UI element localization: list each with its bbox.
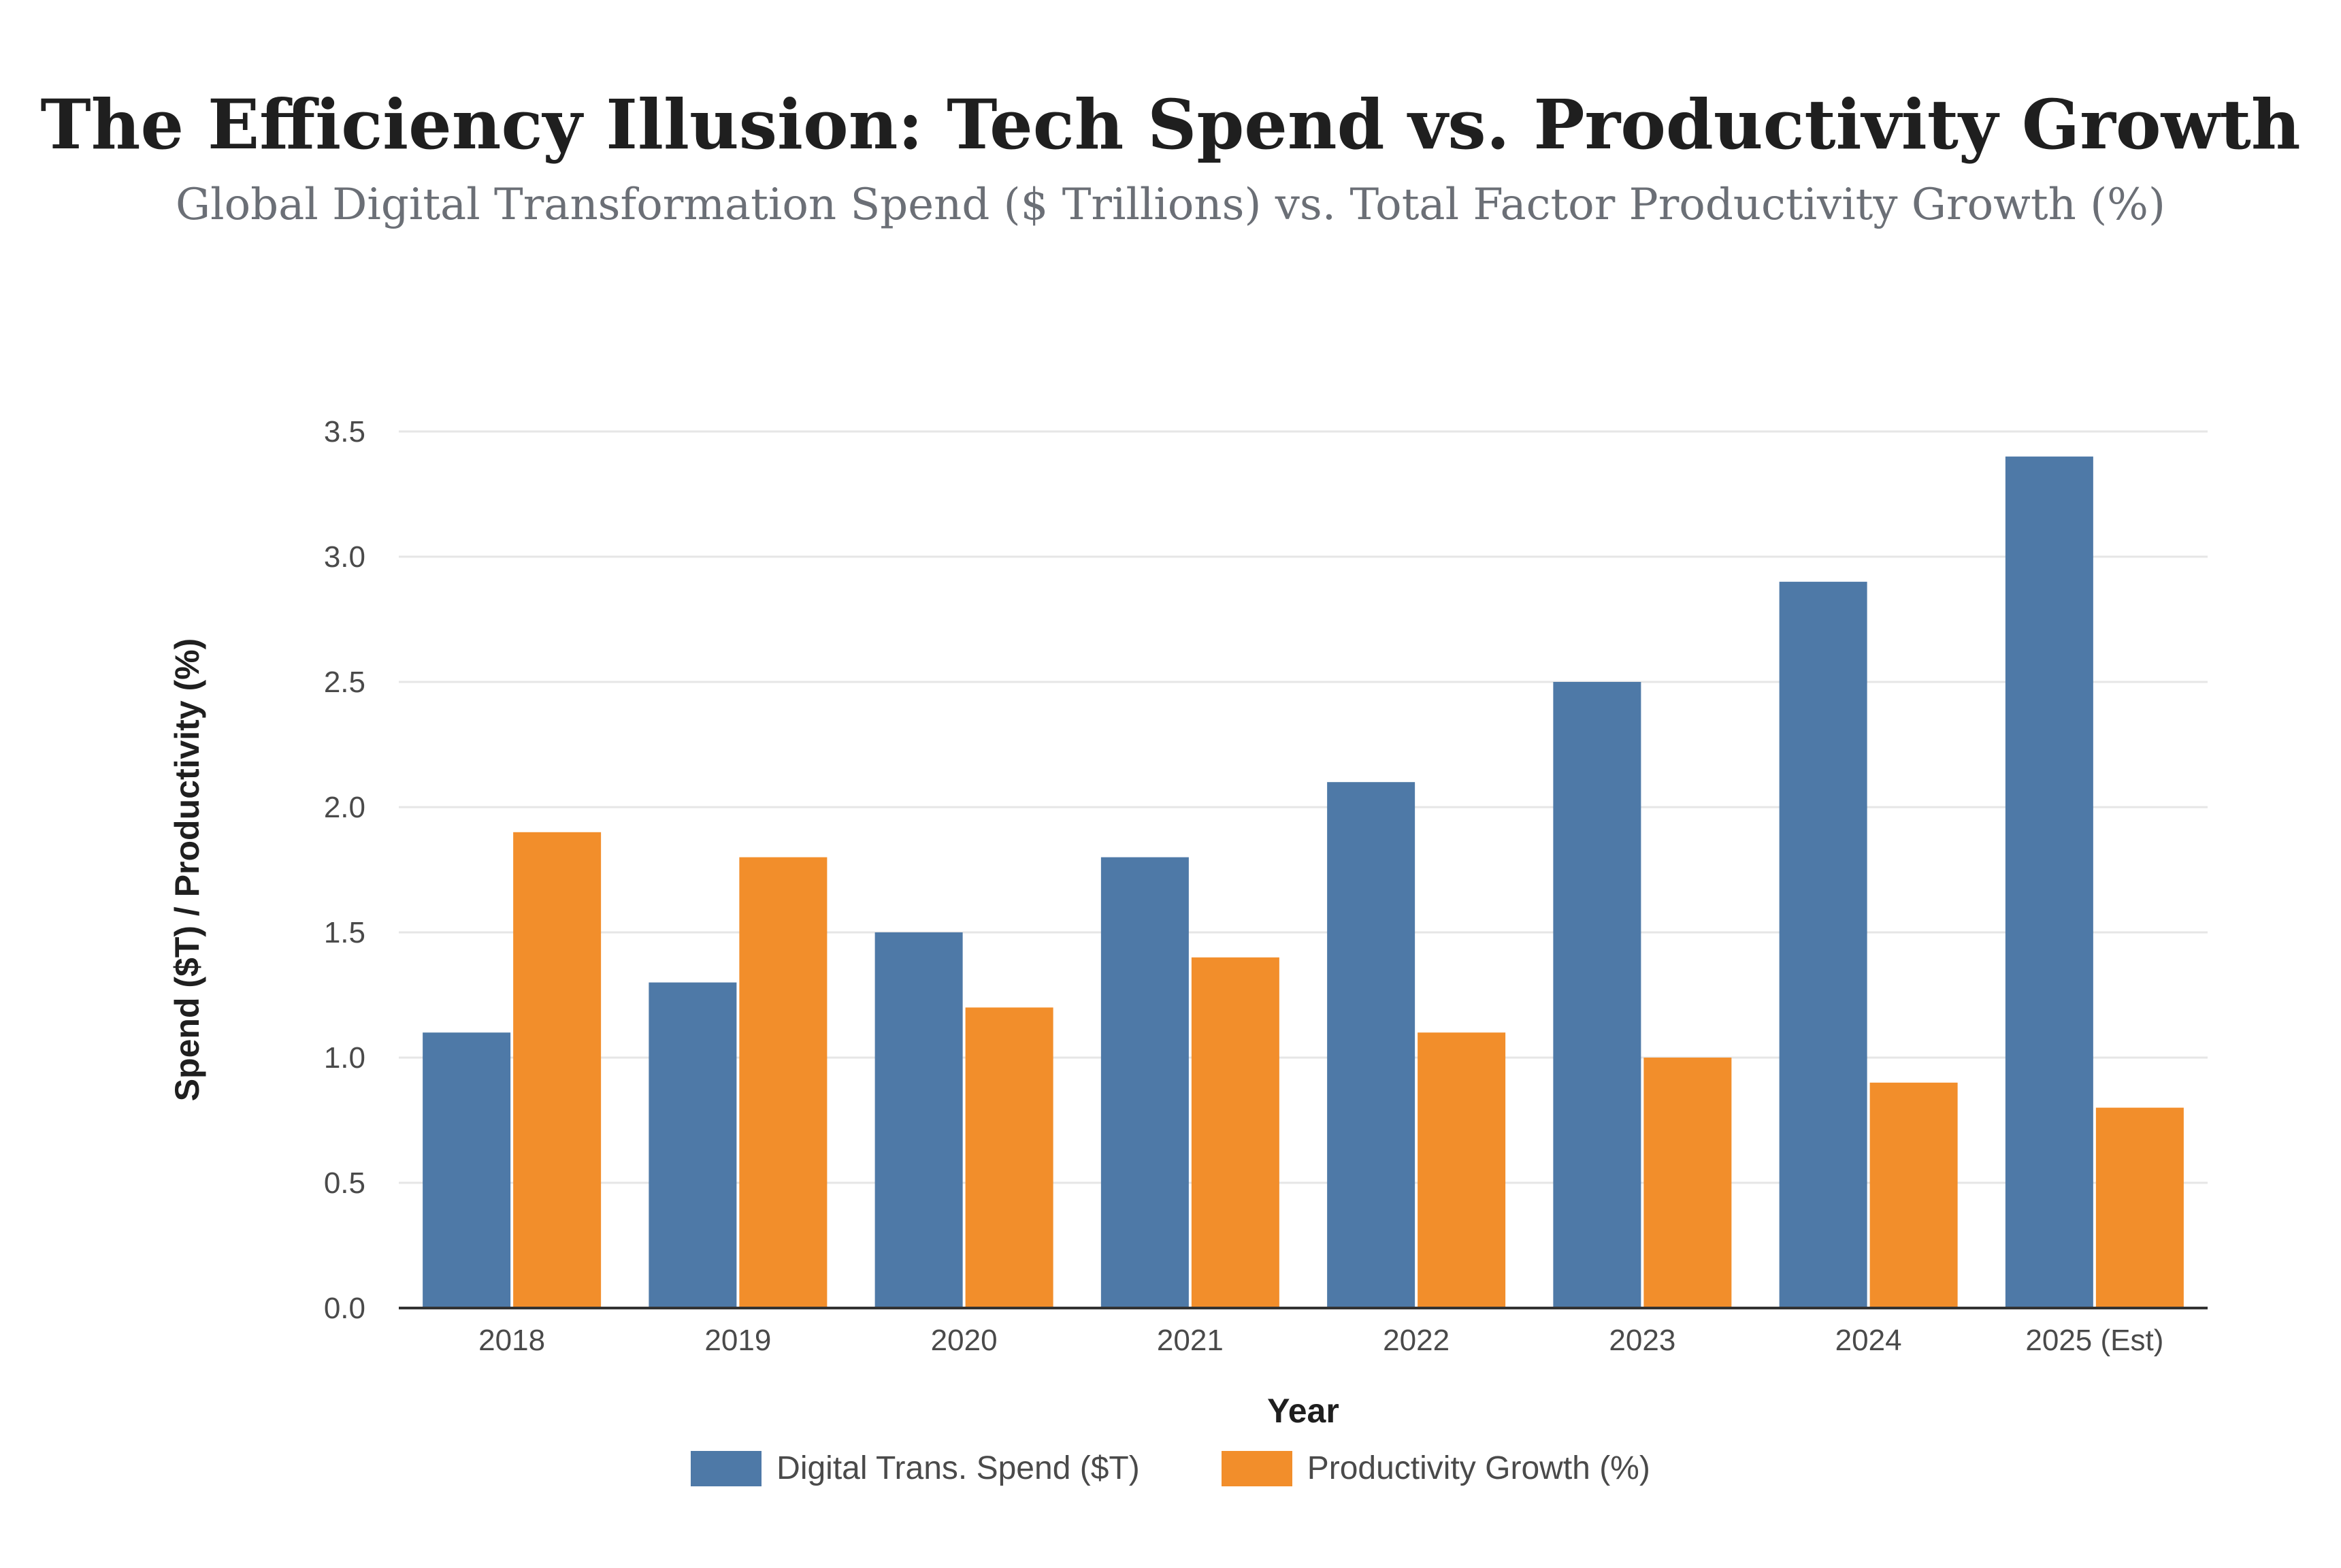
y-tick-label: 0.0	[324, 1292, 365, 1325]
y-tick-label: 1.0	[324, 1041, 365, 1075]
x-axis-ticks: 2018 2019 2020 2021 2022 2023 2024 2025 (Est)	[478, 1324, 2163, 1357]
legend: Digital Trans. Spend ($T) Productivity G…	[0, 1450, 2341, 1487]
x-tick-label: 2019	[704, 1324, 771, 1357]
y-tick-label: 3.5	[324, 415, 365, 448]
legend-label-spend: Digital Trans. Spend ($T)	[776, 1450, 1140, 1486]
bar-spend-2021[interactable]	[1100, 857, 1189, 1308]
bar-spend-2019[interactable]	[649, 982, 737, 1308]
y-tick-label: 2.5	[324, 666, 365, 699]
bar-productivity-2022[interactable]	[1418, 1032, 1506, 1308]
y-tick-label: 1.5	[324, 916, 365, 949]
x-tick-label: 2024	[1835, 1324, 1902, 1357]
bar-spend-2024[interactable]	[1779, 581, 1867, 1308]
x-tick-label: 2023	[1609, 1324, 1675, 1357]
bar-spend-2022[interactable]	[1327, 782, 1415, 1308]
bar-productivity-2024[interactable]	[1869, 1082, 1958, 1308]
legend-swatch-productivity	[1221, 1450, 1292, 1486]
bar-productivity-2021[interactable]	[1191, 957, 1279, 1308]
x-tick-label: 2020	[931, 1324, 998, 1357]
bar-spend-2018[interactable]	[423, 1032, 511, 1308]
chart-subtitle: Global Digital Transformation Spend ($ T…	[176, 180, 2165, 230]
y-tick-label: 3.0	[324, 540, 365, 574]
x-tick-label: 2021	[1157, 1324, 1224, 1357]
bar-productivity-2019[interactable]	[739, 857, 828, 1308]
bar-productivity-2023[interactable]	[1643, 1058, 1732, 1308]
x-tick-label: 2025 (Est)	[2025, 1324, 2163, 1357]
y-tick-label: 2.0	[324, 791, 365, 824]
bar-productivity-2020[interactable]	[965, 1007, 1053, 1308]
chart-title: The Efficiency Illusion: Tech Spend vs. …	[40, 84, 2301, 165]
bars	[423, 456, 2184, 1308]
legend-label-productivity: Productivity Growth (%)	[1307, 1450, 1650, 1486]
bar-productivity-2025-est[interactable]	[2095, 1107, 2184, 1308]
legend-item-productivity[interactable]: Productivity Growth (%)	[1221, 1450, 1650, 1487]
x-tick-label: 2018	[478, 1324, 545, 1357]
legend-item-spend[interactable]: Digital Trans. Spend ($T)	[691, 1450, 1140, 1487]
bar-spend-2025-est[interactable]	[2005, 456, 2093, 1308]
y-axis-ticks: 0.0 0.5 1.0 1.5 2.0 2.5 3.0 3.5	[324, 415, 365, 1325]
x-tick-label: 2022	[1383, 1324, 1450, 1357]
bar-spend-2020[interactable]	[874, 932, 963, 1308]
legend-swatch-spend	[691, 1450, 762, 1486]
x-axis-title: Year	[1267, 1392, 1339, 1430]
y-axis-title: Spend ($T) / Productivity (%)	[168, 638, 206, 1102]
bar-spend-2023[interactable]	[1553, 682, 1641, 1308]
bar-productivity-2018[interactable]	[513, 832, 602, 1308]
y-tick-label: 0.5	[324, 1166, 365, 1200]
